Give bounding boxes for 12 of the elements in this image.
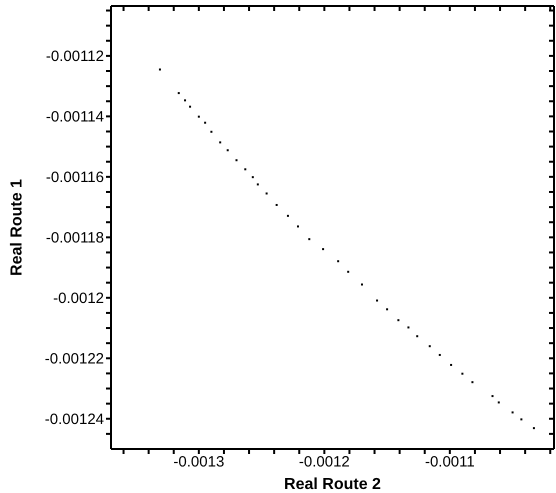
y-tick-label: -0.00122 <box>44 350 104 368</box>
y-axis-title: Real Route 1 <box>8 178 26 276</box>
y-tick-label: -0.0012 <box>53 290 104 308</box>
y-tick-label: -0.00114 <box>46 108 104 126</box>
y-tick-label: -0.00118 <box>46 230 104 247</box>
x-axis-title: Real Route 2 <box>284 476 382 493</box>
y-tick-label: -0.00116 <box>46 169 104 186</box>
x-tick-label: -0.0012 <box>298 454 350 471</box>
y-tick-label: -0.00112 <box>46 48 104 66</box>
y-tick-label: -0.00124 <box>44 411 104 428</box>
x-tick-label: -0.0013 <box>173 454 224 471</box>
x-tick-label: -0.0011 <box>424 454 475 471</box>
